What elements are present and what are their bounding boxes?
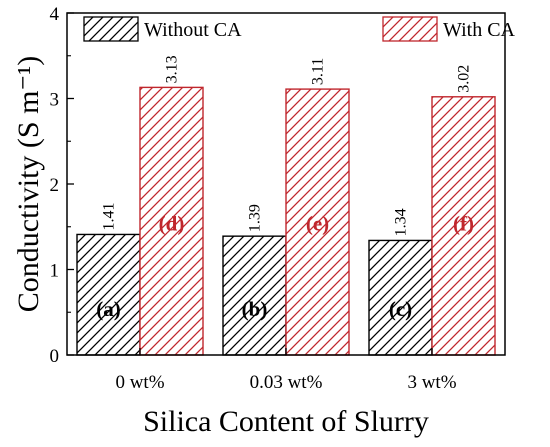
- y-axis-title: Conductivity (S m⁻¹): [12, 56, 45, 313]
- bar-value-label: 3.11: [310, 58, 327, 85]
- bar-with-ca-0: [139, 86, 204, 356]
- bar-panel-label: (b): [242, 297, 268, 321]
- legend-label-without-ca: Without CA: [144, 19, 242, 41]
- bar-with-ca-2: [431, 96, 496, 356]
- x-tick-label: 0.03 wt%: [250, 372, 323, 393]
- y-tick-label-0: 0: [50, 346, 60, 367]
- bar-value-label: 3.13: [164, 55, 181, 83]
- x-tick-label: 0 wt%: [115, 372, 164, 393]
- bar-value-label: 3.02: [456, 65, 473, 93]
- y-tick-label-4: 4: [50, 4, 60, 25]
- bar-panel-label: (d): [159, 211, 185, 235]
- bar-value-label: 1.39: [247, 204, 264, 232]
- legend: Without CA With CA: [83, 16, 516, 42]
- x-tick-label: 3 wt%: [407, 372, 456, 393]
- chart-marks: 0 1 2 3 4 1.41 (a) 3.13 (d) 0 wt% 1.39 (b) 3.11 (e) 0.…: [50, 4, 496, 393]
- bar-panel-label: (e): [306, 211, 329, 235]
- y-tick-label-1: 1: [50, 261, 60, 282]
- bar-without-ca-0: [76, 233, 141, 356]
- plot-frame: [66, 12, 506, 356]
- bar-panel-label: (c): [389, 297, 412, 321]
- y-tick-label-2: 2: [50, 175, 60, 196]
- y-tick-label-3: 3: [50, 90, 60, 111]
- bar-value-label: 1.41: [101, 202, 118, 230]
- bar-with-ca-1: [285, 88, 350, 356]
- bar-value-label: 1.34: [393, 208, 410, 236]
- bar-panel-label: (f): [453, 211, 474, 235]
- legend-label-with-ca: With CA: [443, 19, 516, 41]
- x-axis-title: Silica Content of Slurry: [143, 405, 429, 438]
- legend-swatch-with-ca: [382, 16, 438, 42]
- bar-panel-label: (a): [96, 297, 121, 321]
- bar-without-ca-1: [222, 235, 287, 356]
- legend-swatch-without-ca: [83, 16, 139, 42]
